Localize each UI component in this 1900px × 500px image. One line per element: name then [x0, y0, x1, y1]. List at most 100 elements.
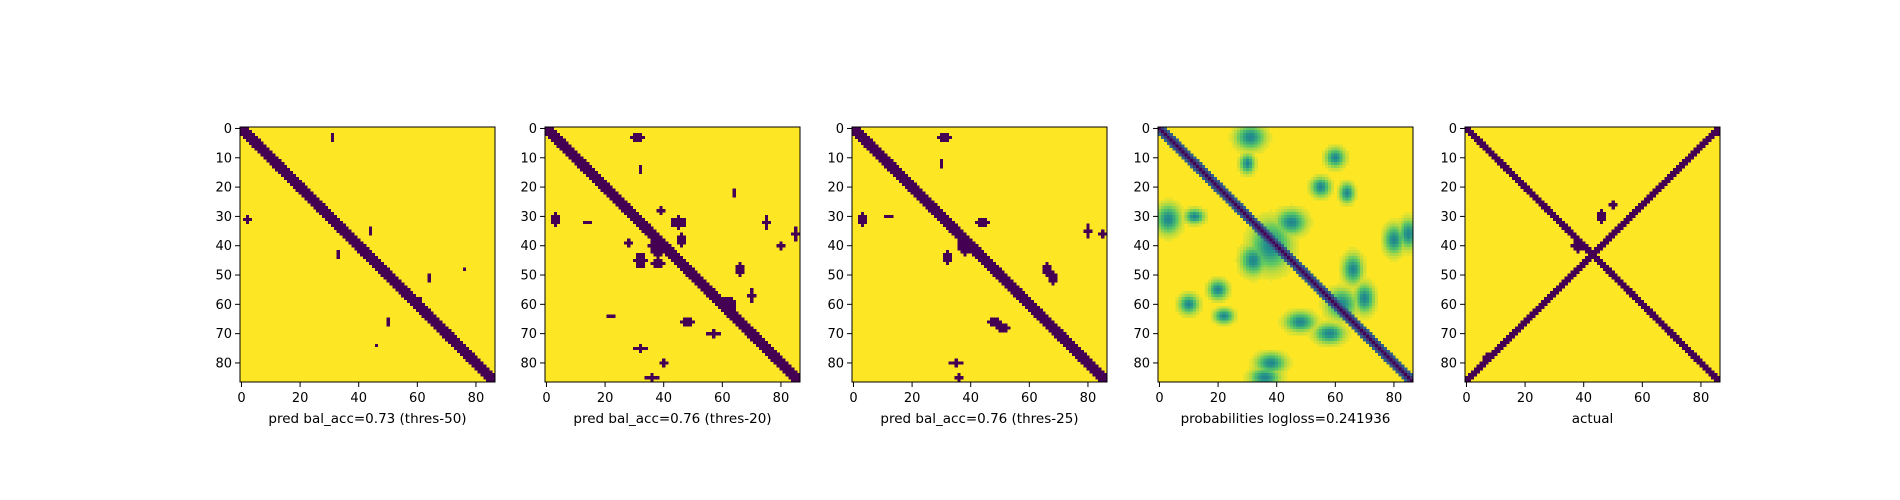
heatmap-cell — [1298, 229, 1302, 233]
heatmap-cell — [1207, 176, 1212, 181]
heatmap-cell — [913, 182, 917, 186]
heatmap-cell — [1237, 258, 1241, 263]
heatmap-cell — [691, 273, 695, 277]
heatmap-cell — [1363, 338, 1367, 342]
heatmap-cell — [635, 132, 640, 137]
heatmap-cell — [723, 302, 728, 307]
heatmap-cell — [758, 340, 763, 345]
heatmap-cell — [1051, 323, 1055, 327]
heatmap-cell — [386, 317, 390, 321]
heatmap-cell — [1664, 176, 1668, 181]
heatmap-cell — [1348, 308, 1352, 312]
heatmap-cell — [960, 232, 964, 236]
heatmap-cell — [1503, 343, 1507, 348]
heatmap-cell — [1664, 179, 1668, 183]
heatmap-cell — [1243, 150, 1247, 154]
heatmap-cell — [392, 279, 396, 283]
heatmap-cell — [357, 250, 361, 254]
heatmap-cell — [1257, 349, 1261, 353]
heatmap-cell — [960, 361, 964, 365]
heatmap-cell — [630, 135, 634, 140]
heatmap-cell — [568, 156, 572, 160]
heatmap-cell — [1532, 314, 1536, 318]
heatmap-cell — [1295, 323, 1299, 327]
heatmap-cell — [1351, 299, 1355, 304]
heatmap-cell — [1190, 214, 1194, 219]
heatmap-cell — [597, 179, 601, 183]
heatmap-cell — [1210, 176, 1214, 181]
heatmap-cell — [688, 317, 692, 321]
heatmap-cell — [281, 165, 285, 169]
heatmap-cell — [1286, 267, 1291, 271]
heatmap-cell — [1178, 212, 1182, 216]
heatmap-cell — [1339, 144, 1343, 148]
heatmap-cell — [1254, 129, 1258, 134]
heatmap-cell — [1342, 153, 1346, 157]
heatmap-cell — [1024, 299, 1029, 304]
heatmap-cell — [1263, 373, 1267, 377]
heatmap-cell — [682, 323, 686, 327]
heatmap-cell — [673, 220, 678, 225]
heatmap-cell — [1383, 253, 1387, 257]
heatmap-cell — [1030, 302, 1035, 307]
heatmap-cell — [1602, 214, 1606, 219]
heatmap-cell — [635, 255, 640, 260]
heatmap-cell — [600, 188, 604, 192]
heatmap-cell — [898, 170, 903, 175]
heatmap-cell — [1184, 214, 1188, 219]
heatmap-cell — [1022, 291, 1026, 295]
heatmap-cell — [1310, 273, 1314, 277]
heatmap-cell — [1237, 168, 1241, 172]
heatmap-cell — [1295, 253, 1299, 257]
heatmap-cell — [1257, 261, 1261, 266]
heatmap-cell — [1251, 223, 1256, 227]
heatmap-cell — [1401, 253, 1405, 257]
heatmap-cell — [1316, 317, 1320, 321]
heatmap-cell — [729, 297, 733, 301]
heatmap-cell — [650, 238, 654, 242]
heatmap-cell — [1266, 226, 1270, 230]
heatmap-cell — [1316, 173, 1320, 178]
heatmap-cell — [1503, 165, 1507, 169]
heatmap-cell — [1348, 253, 1352, 257]
heatmap-cell — [1342, 258, 1346, 263]
heatmap-cell — [945, 255, 950, 260]
heatmap-cell — [1169, 238, 1173, 242]
heatmap-cell — [1330, 285, 1335, 289]
heatmap-cell — [1284, 217, 1288, 222]
heatmap-cell — [1602, 244, 1606, 248]
heatmap-cell — [662, 241, 666, 245]
heatmap-cell — [1048, 323, 1052, 327]
heatmap-cell — [1602, 267, 1606, 271]
heatmap-cell — [1670, 173, 1674, 178]
heatmap-cell — [1281, 217, 1285, 222]
heatmap-cell — [1263, 367, 1267, 371]
heatmap-cell — [1342, 326, 1346, 330]
heatmap-cell — [322, 206, 326, 210]
heatmap-cell — [1010, 282, 1014, 286]
heatmap-cell — [1260, 214, 1264, 219]
heatmap-cell — [304, 188, 308, 192]
heatmap-cell — [1254, 241, 1258, 245]
heatmap-cell — [989, 320, 993, 324]
heatmap-cell — [1398, 247, 1402, 251]
heatmap-cell — [1319, 294, 1323, 298]
heatmap-cell — [1386, 238, 1390, 242]
heatmap-cell — [1045, 261, 1049, 266]
heatmap-cell — [1248, 138, 1253, 142]
heatmap-cell — [439, 326, 443, 330]
heatmap-cell — [1219, 182, 1223, 186]
heatmap-cell — [1228, 282, 1232, 286]
heatmap-cell — [1254, 238, 1258, 242]
x-axis-label: pred bal_acc=0.76 (thres-25) — [880, 411, 1078, 427]
heatmap-cell — [1190, 212, 1194, 216]
heatmap-cell — [1652, 317, 1656, 321]
heatmap-cell — [380, 261, 384, 266]
heatmap-cell — [492, 373, 496, 377]
heatmap-cell — [857, 220, 862, 225]
heatmap-cell — [679, 220, 684, 225]
heatmap-cell — [1286, 250, 1291, 254]
heatmap-cell — [468, 358, 472, 362]
heatmap-cell — [1410, 232, 1414, 236]
heatmap-cell — [989, 267, 993, 271]
